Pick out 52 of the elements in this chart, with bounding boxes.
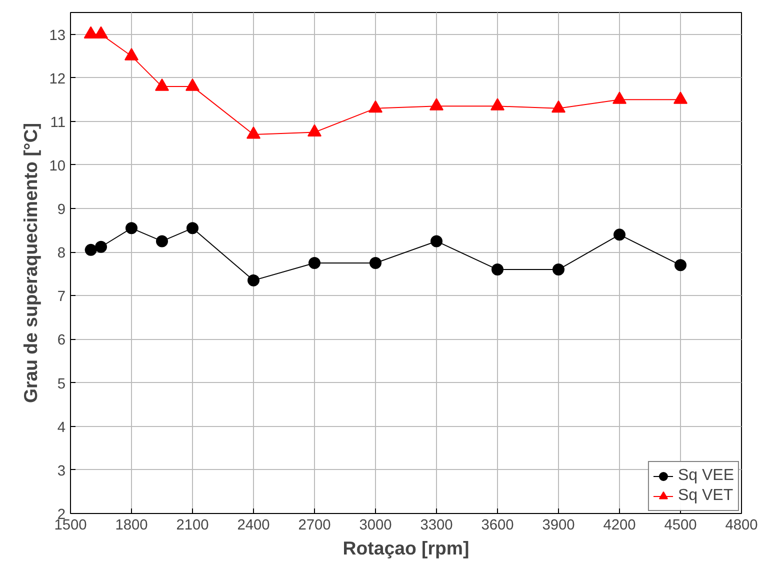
point bbox=[308, 124, 322, 137]
legend-label: Sq VEE bbox=[678, 467, 734, 485]
x-tick-label: 4800 bbox=[725, 518, 758, 534]
x-tick-label: 3000 bbox=[359, 518, 392, 534]
point bbox=[94, 26, 108, 39]
y-tick-label: 9 bbox=[57, 202, 66, 218]
point bbox=[370, 257, 382, 269]
x-tick-label: 3300 bbox=[420, 518, 453, 534]
x-tick-label: 2700 bbox=[298, 518, 331, 534]
point bbox=[612, 92, 626, 104]
y-tick-label: 12 bbox=[49, 71, 66, 88]
point bbox=[248, 274, 260, 286]
point bbox=[246, 126, 260, 139]
point bbox=[155, 78, 169, 91]
point bbox=[186, 222, 198, 234]
point bbox=[368, 100, 382, 113]
point bbox=[124, 48, 138, 60]
point bbox=[492, 264, 504, 276]
point bbox=[674, 92, 688, 104]
x-tick-label: 3900 bbox=[542, 518, 575, 534]
y-tick-label: 13 bbox=[49, 28, 66, 44]
y-tick-label: 5 bbox=[57, 376, 66, 392]
y-axis-title: Grau de superaquecimento [°C] bbox=[20, 122, 42, 404]
legend-label: Sq VET bbox=[678, 487, 734, 505]
x-tick-label: 2400 bbox=[237, 518, 270, 534]
point bbox=[430, 235, 442, 248]
point bbox=[614, 228, 626, 241]
point bbox=[84, 26, 98, 39]
point bbox=[95, 240, 107, 253]
point bbox=[156, 235, 168, 248]
x-tick-label: 1800 bbox=[115, 518, 148, 534]
point bbox=[126, 222, 138, 234]
x-tick-label: 3600 bbox=[481, 518, 514, 534]
y-tick-label: 3 bbox=[57, 463, 66, 480]
point bbox=[490, 98, 504, 110]
y-tick-label: 6 bbox=[57, 332, 66, 349]
point bbox=[186, 78, 200, 91]
point bbox=[84, 244, 97, 256]
x-tick-label: 4200 bbox=[603, 518, 636, 534]
y-tick-label: 8 bbox=[57, 246, 66, 262]
point bbox=[552, 264, 564, 276]
point bbox=[430, 98, 444, 110]
point bbox=[552, 100, 566, 113]
y-tick-label: 4 bbox=[57, 420, 66, 436]
x-tick-label: 4500 bbox=[664, 518, 697, 534]
x-axis-title: Rotaçao [rpm] bbox=[342, 538, 470, 558]
point bbox=[308, 257, 320, 269]
y-tick-label: 7 bbox=[57, 289, 66, 306]
x-tick-label: 2100 bbox=[176, 518, 209, 534]
point bbox=[674, 259, 686, 272]
y-tick-label: 11 bbox=[50, 114, 66, 131]
y-tick-label: 10 bbox=[49, 158, 66, 174]
